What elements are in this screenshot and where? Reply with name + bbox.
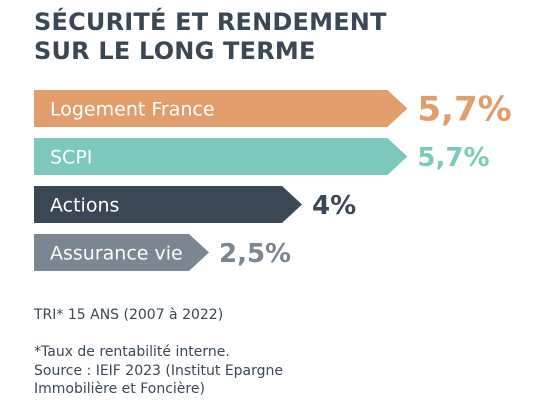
bar-label-scpi: SCPI — [50, 147, 92, 169]
value-label-assurance-vie: 2,5% — [219, 239, 291, 269]
value-label-scpi: 5,7% — [417, 143, 489, 173]
chart-title-line-2: SUR LE LONG TERME — [34, 37, 316, 65]
bar-label-actions: Actions — [50, 195, 119, 217]
chart-title: SÉCURITÉ ET RENDEMENT SUR LE LONG TERME — [34, 8, 387, 66]
bar-assurance-vie — [34, 234, 209, 271]
value-label-logement-france: 5,7% — [417, 90, 511, 130]
value-label-actions: 4% — [312, 191, 356, 221]
bar-label-assurance-vie: Assurance vie — [50, 243, 183, 265]
bar-scpi — [34, 138, 408, 175]
bar-actions — [34, 186, 302, 223]
footnote: *Taux de rentabilité interne. Source : I… — [34, 343, 283, 399]
footnote-line-3: Immobilière et Foncière) — [34, 381, 205, 397]
footnote-line-2: Source : IEIF 2023 (Institut Epargne — [34, 362, 284, 379]
footnote-line-1: *Taux de rentabilité interne. — [34, 344, 230, 360]
chart-title-line-1: SÉCURITÉ ET RENDEMENT — [34, 8, 387, 36]
bar-logement-france — [34, 90, 408, 127]
tri-period-label: TRI* 15 ANS (2007 à 2022) — [34, 307, 224, 323]
bar-label-logement-france: Logement France — [50, 99, 215, 121]
